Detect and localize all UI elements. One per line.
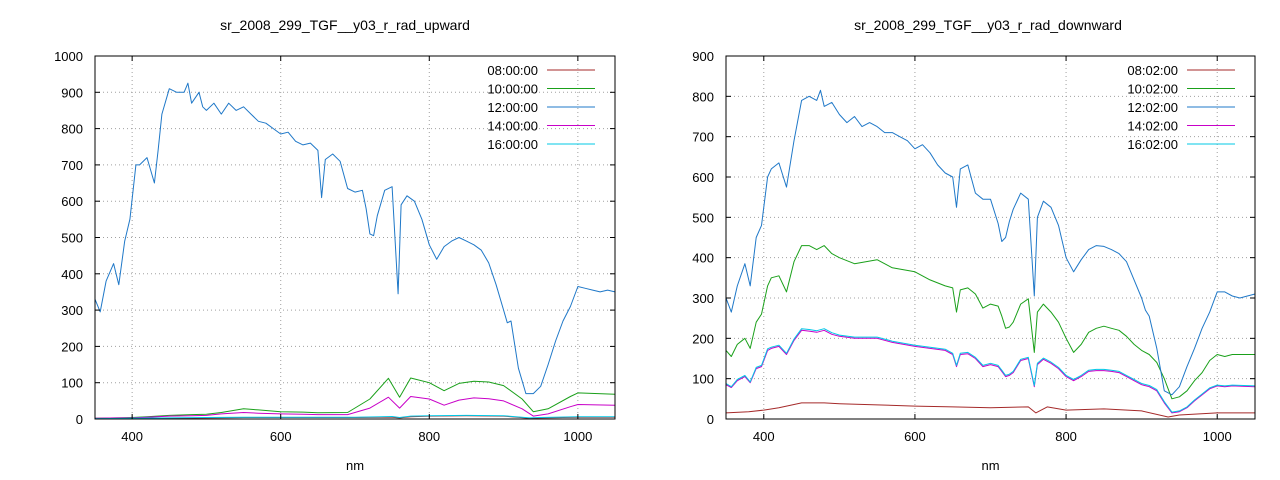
legend-label: 12:00:00 — [487, 100, 538, 115]
series-line — [725, 328, 1256, 413]
chart-title: sr_2008_299_TGF__y03_r_rad_downward — [854, 17, 1122, 33]
x-tick-label: 800 — [1055, 429, 1077, 444]
y-tick-label: 900 — [692, 49, 714, 64]
series-line — [725, 89, 1256, 396]
x-tick-label: 800 — [418, 429, 440, 444]
y-tick-label: 400 — [61, 267, 83, 282]
y-tick-label: 0 — [76, 412, 83, 427]
y-tick-label: 800 — [692, 89, 714, 104]
legend-label: 10:00:00 — [487, 82, 538, 97]
y-tick-label: 800 — [61, 122, 83, 137]
legend-label: 08:02:00 — [1127, 63, 1178, 78]
y-tick-label: 300 — [692, 291, 714, 306]
y-tick-label: 200 — [692, 331, 714, 346]
legend-label: 08:00:00 — [487, 63, 538, 78]
legend-label: 10:02:00 — [1127, 82, 1178, 97]
legend-label: 14:00:00 — [487, 119, 538, 134]
x-tick-label: 400 — [121, 429, 143, 444]
series-line — [94, 396, 616, 419]
y-tick-label: 100 — [692, 372, 714, 387]
y-tick-label: 400 — [692, 251, 714, 266]
chart-title: sr_2008_299_TGF__y03_r_rad_upward — [220, 17, 470, 33]
legend-label: 14:02:00 — [1127, 119, 1178, 134]
y-tick-label: 0 — [707, 412, 714, 427]
series-line — [94, 82, 616, 395]
x-tick-label: 600 — [904, 429, 926, 444]
series-line — [725, 329, 1256, 414]
x-tick-label: 600 — [270, 429, 292, 444]
series-line — [94, 414, 615, 420]
x-axis-label: nm — [346, 458, 364, 473]
legend-label: 16:02:00 — [1127, 137, 1178, 152]
y-tick-label: 600 — [692, 170, 714, 185]
y-tick-label: 300 — [61, 303, 83, 318]
series-line — [94, 377, 616, 419]
y-tick-label: 600 — [61, 194, 83, 209]
x-tick-label: 400 — [753, 429, 775, 444]
y-tick-label: 700 — [692, 130, 714, 145]
legend-label: 16:00:00 — [487, 137, 538, 152]
legend-label: 12:02:00 — [1127, 100, 1178, 115]
chart-2: sr_2008_299_TGF__y03_r_rad_downward 400 60… — [692, 17, 1256, 473]
chart-1: sr_2008_299_TGF__y03_r_rad_upward 400 600 8… — [54, 17, 616, 473]
x-tick-label: 1000 — [563, 429, 592, 444]
series-line — [725, 245, 1255, 400]
series-line — [725, 402, 1255, 418]
y-tick-label: 900 — [61, 85, 83, 100]
plot-frame — [725, 55, 1256, 420]
y-tick-label: 500 — [61, 231, 83, 246]
x-tick-label: 1000 — [1203, 429, 1232, 444]
y-tick-label: 700 — [61, 158, 83, 173]
y-tick-label: 100 — [61, 376, 83, 391]
y-tick-label: 500 — [692, 210, 714, 225]
y-tick-label: 200 — [61, 339, 83, 354]
y-tick-label: 1000 — [54, 49, 83, 64]
x-axis-label: nm — [981, 458, 999, 473]
